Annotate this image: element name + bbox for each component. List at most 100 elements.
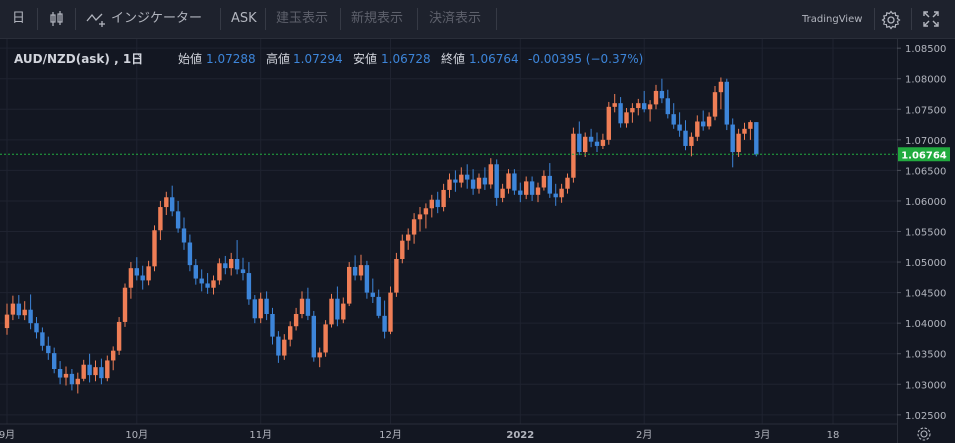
candle-body [40,332,45,346]
indicators-button[interactable]: インジケーター [111,11,203,26]
candle-body [529,181,535,195]
time-tick-label: 12月 [379,429,402,441]
candle [453,170,458,192]
candle-body [388,292,393,332]
candle-body [116,321,122,351]
candle [28,294,33,330]
candle-body [152,230,157,267]
indicators-icon[interactable] [86,11,108,27]
candle [488,158,493,189]
candle-body [577,133,582,153]
candle-body [181,228,187,243]
candle [541,170,547,191]
candle [394,252,399,297]
candle-body [653,90,659,105]
candle [264,291,269,321]
candle [217,258,222,285]
change-value: -0.00395 (−0.37%) [528,52,643,66]
price-tick-label: 1.08000 [905,75,946,86]
candle [689,132,694,157]
ask-button[interactable]: ASK [231,11,257,26]
chevron-down-icon[interactable]: ˅ [137,53,143,66]
candle-body [128,268,134,288]
candle-body [683,130,688,146]
candle [75,372,80,394]
candle [352,255,358,281]
price-chart[interactable]: 1.08500 1.08000 1.07500 1.07000 1.06500 1.060… [0,39,955,443]
candle [329,293,334,328]
candle-body [252,299,257,319]
candle-body [246,273,252,300]
candle [276,331,281,363]
candle-body [453,179,458,183]
chart-legend: AUD/NZD(ask) , 1日 ˅ 始値 1.07288 高値 1.0729… [14,51,643,66]
candle [246,262,252,305]
candle [288,321,293,347]
candle-body [75,378,80,385]
candle-body [175,211,181,229]
candle [81,359,86,382]
candle [476,173,482,194]
candle-body [347,266,352,304]
candle [636,98,641,116]
candle [736,128,741,157]
candle-body [370,292,375,297]
candle [583,132,588,157]
candle [612,94,617,113]
price-tick-label: 1.06500 [905,166,946,177]
interval-button[interactable]: 日 [12,11,26,26]
candle-body [642,103,647,110]
candle [653,84,659,110]
show-positions-button[interactable]: 建玉表示 [276,11,329,26]
candle [382,300,387,339]
candle-body [264,298,269,314]
fullscreen-icon[interactable] [922,10,940,28]
candle [506,169,511,194]
toolbar-divider [220,8,221,30]
symbol-title[interactable]: AUD/NZD(ask) , 1日 [14,52,143,66]
candle-body [16,303,21,316]
candle-body [630,108,635,113]
candle-body [518,190,523,195]
candle [671,103,676,129]
candle-body [659,90,665,99]
candle [730,118,735,168]
candle [305,287,311,321]
candle [299,291,305,319]
candle [158,200,163,241]
candle-body [105,360,110,379]
toolbar-divider [496,8,497,30]
show-new-orders-button[interactable]: 新規表示 [351,11,404,26]
candle-body [417,214,423,220]
candle [105,355,110,382]
price-tick-label: 1.07000 [905,136,946,147]
time-axis-settings-icon[interactable] [917,427,931,441]
candle-body [411,219,417,235]
candle-body [730,124,735,153]
candle-body [193,265,198,279]
show-settlements-button[interactable]: 決済表示 [429,11,482,26]
candle [4,303,10,335]
candle-body [459,174,464,183]
candle [547,163,552,198]
settings-gear-icon[interactable] [881,10,901,30]
candle [429,194,434,218]
candle-body [240,269,246,274]
candle [240,257,246,281]
candle-body [494,164,499,198]
candle-body [305,298,311,316]
candle [211,275,216,295]
candle-body [288,326,293,340]
candlestick-style-icon[interactable] [48,10,66,28]
candle [193,259,198,285]
candle [748,120,753,140]
price-tick-label: 1.05000 [905,258,946,269]
candle [57,361,63,385]
candle [234,240,240,275]
price-tick-label: 1.07500 [905,105,946,116]
candle-body [164,197,169,208]
candle-body [441,189,446,208]
candle [388,286,393,335]
candle [683,120,688,151]
candle-body [754,122,759,155]
